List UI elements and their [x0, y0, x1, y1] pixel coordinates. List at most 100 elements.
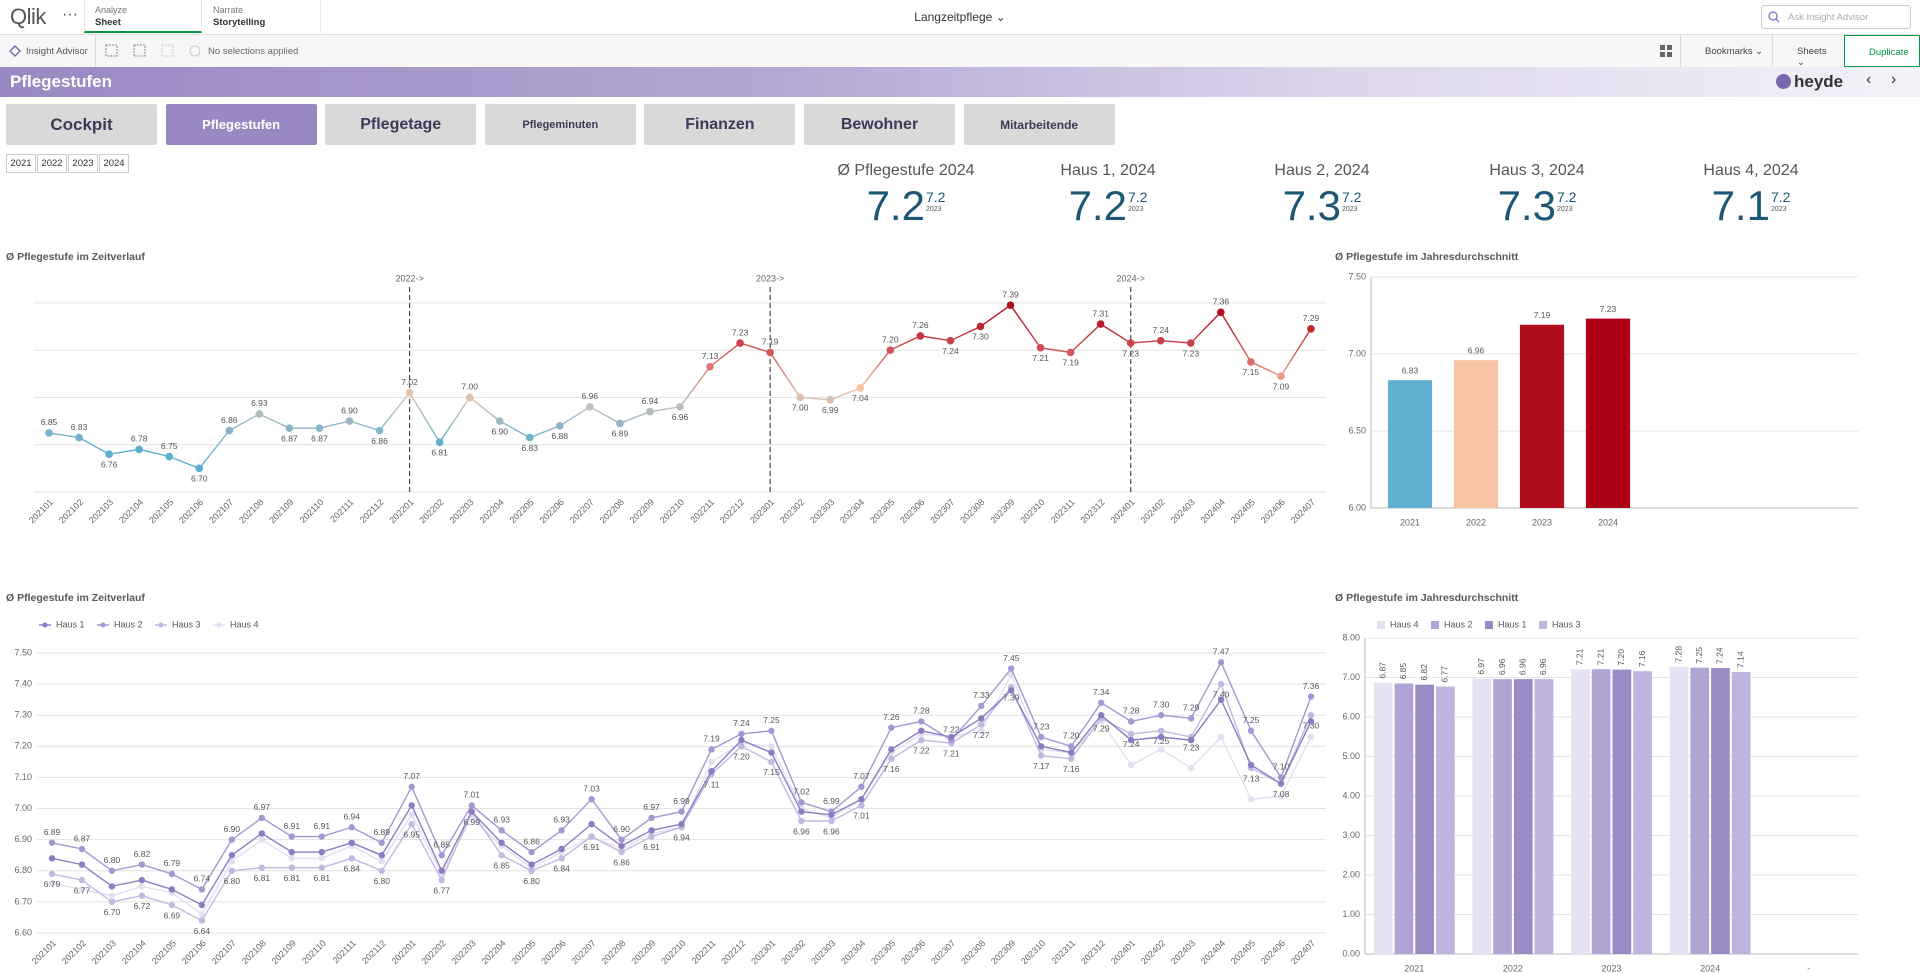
kpi-compare-label: 2023 [1127, 206, 1144, 213]
bar [1690, 667, 1710, 954]
bar [1731, 671, 1751, 954]
kpi-compare-value: 7.2 [1770, 189, 1791, 205]
sheet-tab[interactable]: Mitarbeitende [963, 104, 1115, 145]
data-label: 6.89 [44, 827, 61, 837]
app-header: Qlik ··· Analyze Sheet Narrate Storytellin… [0, 0, 1920, 35]
data-point [978, 702, 985, 710]
grid-icon[interactable] [1660, 45, 1672, 57]
nav-sub: Sheet [95, 17, 121, 28]
menu-dots[interactable]: ··· [62, 6, 78, 23]
legend-swatch [158, 622, 164, 628]
x-tick-label: 202406 [1259, 938, 1287, 966]
data-label: 7.31 [1092, 308, 1109, 318]
prev-sheet[interactable]: ‹ [1866, 71, 1872, 88]
x-tick-label: 202108 [240, 938, 268, 966]
sheets-button[interactable]: Sheets ⌄ [1772, 35, 1844, 68]
data-point [888, 746, 895, 753]
data-label: 6.81 [431, 448, 448, 458]
year-chip[interactable]: 2022 [37, 154, 67, 173]
data-label: 7.24 [1123, 739, 1140, 749]
data-label: 6.89 [373, 827, 390, 837]
legend-label: Haus 3 [172, 619, 201, 629]
data-point [75, 433, 83, 442]
x-tick-label: 202405 [1229, 497, 1257, 525]
year-chip[interactable]: 2021 [6, 154, 36, 173]
sheet-tab[interactable]: Bewohner [804, 104, 955, 145]
data-point [228, 836, 236, 843]
data-label: 6.93 [251, 398, 268, 408]
data-point [468, 808, 475, 815]
year-chip[interactable]: 2023 [68, 154, 98, 173]
selection-status: No selections applied [208, 46, 299, 57]
data-point [1217, 659, 1225, 666]
data-label: 7.20 [733, 752, 750, 762]
data-label: 7.22 [913, 745, 930, 755]
x-tick-label: 202204 [477, 497, 505, 525]
search-box[interactable]: Ask Insight Advisor [1761, 5, 1911, 29]
sheet-tab[interactable]: Pflegeminuten [484, 104, 636, 145]
data-label: 7.21 [943, 748, 960, 758]
data-point [228, 867, 236, 874]
x-tick-label: 2022 [1466, 517, 1486, 527]
y-tick-label: 7.00 [1348, 348, 1366, 358]
sheet-title: Pflegestufen [10, 72, 113, 91]
data-label: 6.76 [101, 459, 118, 469]
data-label: 7.21 [1032, 353, 1049, 363]
data-label: 6.95 [403, 829, 420, 839]
data-label: 6.97 [643, 802, 660, 812]
data-label: 7.24 [942, 346, 959, 356]
x-tick-label: 202311 [1049, 938, 1077, 966]
y-tick-label: 3.00 [1342, 830, 1360, 840]
x-tick-label: 202206 [539, 938, 567, 966]
data-label: 6.72 [134, 901, 151, 911]
data-point [228, 858, 236, 865]
data-label: 6.89 [612, 429, 629, 439]
data-point [1157, 733, 1165, 741]
data-point [768, 749, 775, 756]
data-point [1217, 680, 1225, 688]
data-label: 6.97 [1476, 658, 1486, 675]
bookmarks-button[interactable]: Bookmarks ⌄ [1680, 35, 1772, 67]
analyze-tab[interactable]: Analyze Sheet [84, 0, 202, 33]
data-point [258, 864, 266, 871]
narrate-tab[interactable]: Narrate Storytelling [203, 0, 321, 33]
data-point [708, 768, 715, 775]
sheet-tab[interactable]: Cockpit [6, 104, 157, 145]
x-tick-label: 202305 [869, 938, 897, 966]
data-point [198, 911, 206, 918]
logo[interactable]: Qlik [10, 4, 46, 29]
duplicate-button[interactable]: Duplicate [1844, 35, 1920, 67]
y-tick-label: 7.10 [14, 772, 32, 782]
kpi-title: Haus 2, 2024 [1274, 162, 1370, 179]
x-tick-label: 202307 [929, 938, 957, 966]
kpi-compare-value: 7.2 [925, 189, 946, 205]
data-point [408, 802, 415, 809]
brand-icon [1776, 74, 1791, 89]
x-tick-label: 202312 [1079, 938, 1107, 966]
kpi-compare-label: 2023 [1770, 206, 1787, 213]
sheet-tab[interactable]: Pflegestufen [165, 104, 317, 145]
bar [1519, 324, 1565, 508]
data-label: 6.93 [493, 815, 510, 825]
data-point [1307, 733, 1315, 741]
nav-label: Narrate [213, 5, 244, 15]
insight-advisor-button[interactable]: Insight Advisor [0, 35, 96, 67]
selection-tools[interactable] [104, 44, 200, 58]
kpi-compare-label: 2023 [1341, 206, 1358, 213]
x-tick-label: 202209 [628, 497, 656, 525]
data-point [1008, 687, 1015, 694]
x-tick-label: 202407 [1289, 497, 1317, 525]
x-tick-label: 202211 [688, 497, 716, 525]
next-sheet[interactable]: › [1891, 71, 1897, 88]
year-chip[interactable]: 2024 [99, 154, 129, 173]
app-name[interactable]: Langzeitpflege ⌄ [914, 10, 1006, 24]
sheet-tab[interactable]: Pflegetage [325, 104, 477, 145]
data-point [405, 388, 414, 397]
sheet-tab[interactable]: Finanzen [644, 104, 796, 145]
legend-label: Haus 3 [1552, 619, 1581, 629]
data-point [378, 852, 385, 859]
data-label: 6.96 [823, 826, 840, 836]
x-tick-label: 202101 [27, 497, 55, 525]
data-point [1217, 696, 1225, 703]
data-point [1038, 743, 1045, 750]
